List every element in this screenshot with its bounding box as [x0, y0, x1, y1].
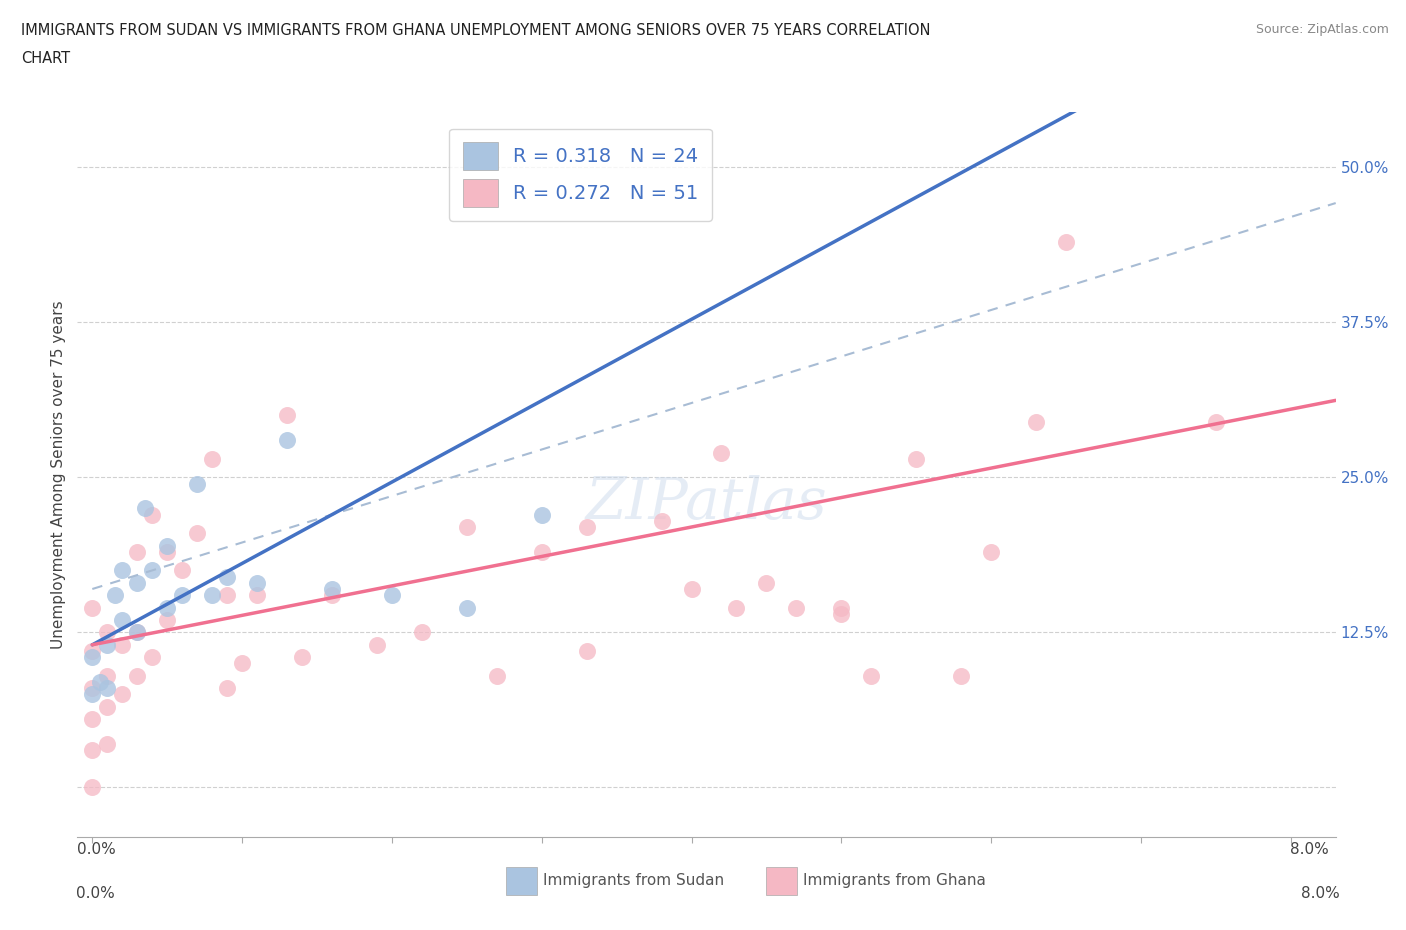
Point — [785, 600, 807, 615]
Point — [456, 600, 478, 615]
Point — [217, 681, 239, 696]
Text: Immigrants from Ghana: Immigrants from Ghana — [803, 873, 986, 888]
Point — [111, 563, 134, 578]
Point — [755, 576, 778, 591]
Point — [321, 581, 343, 596]
Point — [366, 637, 388, 652]
Point — [725, 600, 748, 615]
Point — [82, 711, 104, 726]
Point — [905, 451, 928, 466]
Point — [950, 669, 973, 684]
Point — [456, 520, 478, 535]
Point — [89, 674, 111, 689]
Point — [96, 699, 118, 714]
Point — [82, 681, 104, 696]
Point — [127, 669, 149, 684]
Text: Immigrants from Sudan: Immigrants from Sudan — [543, 873, 724, 888]
Text: 8.0%: 8.0% — [1289, 842, 1329, 857]
Point — [82, 644, 104, 658]
Point — [141, 650, 163, 665]
Point — [82, 600, 104, 615]
Point — [246, 588, 269, 603]
Point — [291, 650, 314, 665]
Y-axis label: Unemployment Among Seniors over 75 years: Unemployment Among Seniors over 75 years — [51, 300, 66, 648]
Point — [217, 569, 239, 584]
Point — [681, 581, 703, 596]
Point — [575, 644, 598, 658]
Point — [127, 625, 149, 640]
Point — [575, 520, 598, 535]
Point — [276, 432, 298, 447]
Legend: R = 0.318   N = 24, R = 0.272   N = 51: R = 0.318 N = 24, R = 0.272 N = 51 — [449, 128, 713, 220]
Point — [860, 669, 883, 684]
Point — [82, 743, 104, 758]
Point — [381, 588, 404, 603]
Point — [156, 538, 179, 553]
Point — [96, 737, 118, 751]
Point — [201, 588, 224, 603]
Point — [127, 625, 149, 640]
Point — [156, 544, 179, 559]
Point — [172, 563, 194, 578]
Point — [651, 513, 673, 528]
Point — [276, 408, 298, 423]
Point — [186, 476, 208, 491]
Point — [82, 650, 104, 665]
Point — [127, 544, 149, 559]
Text: 0.0%: 0.0% — [76, 886, 115, 901]
Point — [1025, 414, 1047, 429]
Point — [156, 613, 179, 628]
Point — [96, 637, 118, 652]
Point — [96, 669, 118, 684]
Text: ZIPatlas: ZIPatlas — [586, 475, 827, 532]
Point — [411, 625, 433, 640]
Point — [111, 687, 134, 702]
Point — [217, 588, 239, 603]
Point — [710, 445, 733, 460]
Point — [231, 656, 253, 671]
Point — [1054, 234, 1077, 249]
Text: 8.0%: 8.0% — [1301, 886, 1340, 901]
Point — [82, 687, 104, 702]
Text: CHART: CHART — [21, 51, 70, 66]
Point — [134, 501, 156, 516]
Text: IMMIGRANTS FROM SUDAN VS IMMIGRANTS FROM GHANA UNEMPLOYMENT AMONG SENIORS OVER 7: IMMIGRANTS FROM SUDAN VS IMMIGRANTS FROM… — [21, 23, 931, 38]
Point — [127, 576, 149, 591]
Point — [172, 588, 194, 603]
Point — [96, 681, 118, 696]
Point — [82, 780, 104, 795]
Point — [830, 606, 852, 621]
Point — [246, 576, 269, 591]
Point — [111, 613, 134, 628]
Point — [141, 563, 163, 578]
Point — [830, 600, 852, 615]
Point — [156, 600, 179, 615]
Point — [186, 525, 208, 540]
Text: Source: ZipAtlas.com: Source: ZipAtlas.com — [1256, 23, 1389, 36]
Point — [485, 669, 508, 684]
Point — [321, 588, 343, 603]
Text: 0.0%: 0.0% — [77, 842, 117, 857]
Point — [96, 625, 118, 640]
Point — [141, 507, 163, 522]
Point — [530, 507, 553, 522]
Point — [201, 451, 224, 466]
Point — [980, 544, 1002, 559]
Point — [1205, 414, 1227, 429]
Point — [530, 544, 553, 559]
Point — [111, 637, 134, 652]
Point — [104, 588, 127, 603]
